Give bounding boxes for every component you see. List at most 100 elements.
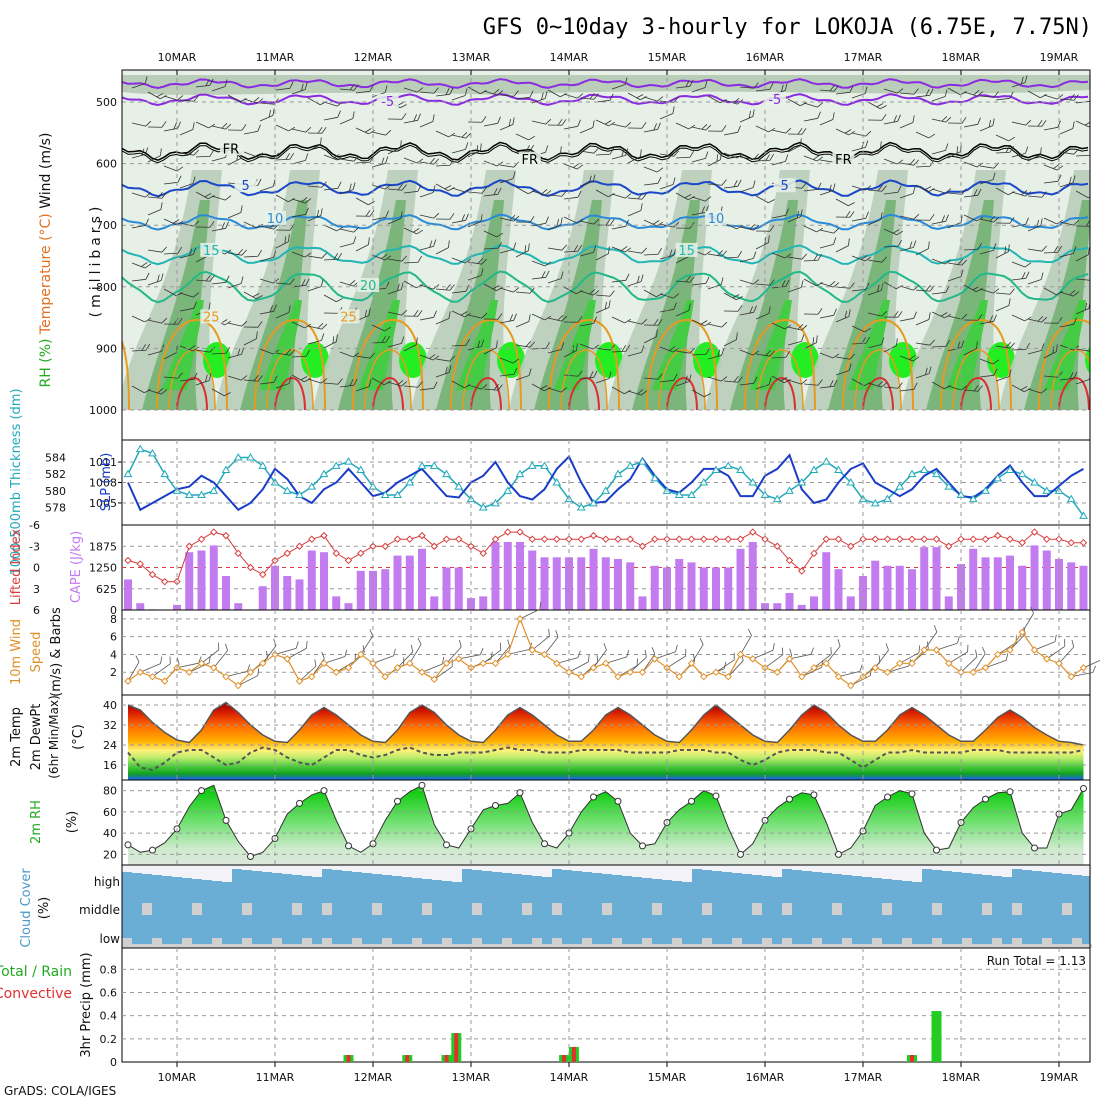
wind-barb bbox=[339, 351, 360, 358]
rh-area bbox=[128, 785, 1084, 865]
wind-barb bbox=[691, 80, 708, 93]
barb-shaft bbox=[515, 321, 530, 328]
barb-shaft bbox=[723, 185, 738, 189]
wind-barb bbox=[451, 213, 469, 224]
barb-feather bbox=[817, 253, 823, 261]
wind-barb bbox=[131, 262, 152, 269]
barb-feather bbox=[609, 147, 615, 155]
slp-line bbox=[127, 453, 1084, 512]
barb-feather bbox=[848, 363, 852, 371]
wind-barb bbox=[1059, 246, 1077, 258]
wind-point bbox=[442, 659, 451, 668]
barb-feather bbox=[481, 258, 488, 265]
wind-barb bbox=[995, 298, 1011, 312]
barb-feather bbox=[1025, 146, 1029, 154]
barb-feather bbox=[321, 252, 328, 259]
barb-feather bbox=[1025, 119, 1032, 126]
barb-feather bbox=[785, 208, 789, 216]
wind-point bbox=[491, 659, 500, 668]
wind-point bbox=[344, 664, 353, 672]
wind-barb bbox=[723, 250, 743, 259]
cloud-low-gap bbox=[632, 944, 642, 948]
barb-shaft bbox=[275, 158, 291, 161]
surface-barb-shaft bbox=[764, 654, 784, 669]
cloud-low-gap bbox=[282, 944, 292, 948]
barb-shaft bbox=[1027, 279, 1042, 285]
barb-feather bbox=[797, 324, 804, 330]
wind-barb bbox=[755, 225, 775, 232]
barb-feather bbox=[673, 293, 680, 299]
barb-shaft bbox=[771, 322, 785, 330]
wind-barb bbox=[1043, 344, 1058, 359]
barb-shaft bbox=[387, 342, 402, 348]
barb-feather bbox=[717, 249, 724, 256]
barb-shaft bbox=[899, 388, 914, 392]
barb-feather bbox=[641, 122, 647, 129]
barb-shaft bbox=[979, 218, 994, 223]
surface-barb bbox=[813, 647, 832, 669]
li-point bbox=[308, 535, 316, 543]
barb-shaft bbox=[931, 220, 946, 225]
barb-feather bbox=[705, 347, 711, 355]
cloud-high-gap bbox=[292, 865, 302, 875]
barb-shaft bbox=[291, 128, 306, 133]
li-point bbox=[418, 531, 426, 540]
contour-minus10 bbox=[122, 78, 1089, 90]
barb-feather bbox=[497, 241, 503, 249]
rh-point bbox=[1006, 788, 1014, 796]
wind-barb bbox=[467, 143, 482, 158]
barb-shaft bbox=[211, 86, 226, 92]
barb-feather bbox=[753, 82, 759, 89]
thickness-point bbox=[258, 461, 268, 469]
cape-bar bbox=[1018, 565, 1027, 610]
barb-feather bbox=[881, 256, 888, 263]
barb-feather bbox=[877, 284, 880, 292]
surface-barb-shaft bbox=[1021, 613, 1034, 633]
barb-feather bbox=[816, 282, 823, 287]
barb-feather bbox=[257, 124, 261, 132]
cape-bar bbox=[908, 569, 916, 610]
barb-shaft bbox=[435, 358, 450, 362]
cloud-high-gap bbox=[342, 865, 352, 871]
barb-feather bbox=[817, 379, 823, 386]
barb-shaft bbox=[595, 347, 610, 351]
barb-feather bbox=[161, 192, 167, 199]
cloud-low-gap bbox=[942, 944, 952, 948]
wind-barb bbox=[547, 387, 568, 393]
barb-feather bbox=[284, 236, 287, 244]
contour-label-bg bbox=[337, 309, 360, 324]
cape-bar bbox=[895, 565, 904, 610]
barb-feather bbox=[721, 125, 727, 132]
wind-barb bbox=[483, 313, 503, 320]
barb-shaft bbox=[1011, 82, 1026, 88]
barb-feather bbox=[909, 241, 913, 249]
barb-feather bbox=[497, 187, 502, 195]
barb-feather bbox=[209, 346, 216, 353]
cloud-mid-gap bbox=[602, 903, 612, 915]
barb-shaft bbox=[851, 185, 866, 191]
rh-point bbox=[908, 790, 916, 798]
wind-barb bbox=[275, 234, 290, 249]
barb-feather bbox=[657, 176, 662, 184]
barb-shaft bbox=[371, 377, 385, 386]
cloud-low-gap bbox=[562, 944, 572, 948]
barb-shaft bbox=[179, 183, 194, 189]
cloud-low-gap bbox=[852, 944, 862, 948]
wind-barb bbox=[643, 373, 663, 380]
surface-barb bbox=[446, 639, 462, 664]
barb-feather bbox=[753, 224, 760, 231]
barb-shaft bbox=[1011, 152, 1026, 158]
barb-feather bbox=[813, 155, 820, 160]
thickness-label: 1000-500mb Thickness (dm) bbox=[9, 388, 24, 575]
contour-label-bg bbox=[675, 242, 698, 257]
upper-label-part: RH (%) bbox=[38, 339, 54, 388]
wind-barb bbox=[547, 244, 568, 251]
barb-shaft bbox=[131, 122, 146, 127]
contour-25 bbox=[646, 318, 718, 410]
thickness-point bbox=[184, 490, 194, 498]
cloud-high-gap bbox=[472, 865, 482, 870]
wind-barb bbox=[723, 125, 741, 136]
wind-barb bbox=[419, 310, 437, 321]
rh-point bbox=[810, 791, 818, 799]
cape-bar bbox=[699, 567, 708, 610]
